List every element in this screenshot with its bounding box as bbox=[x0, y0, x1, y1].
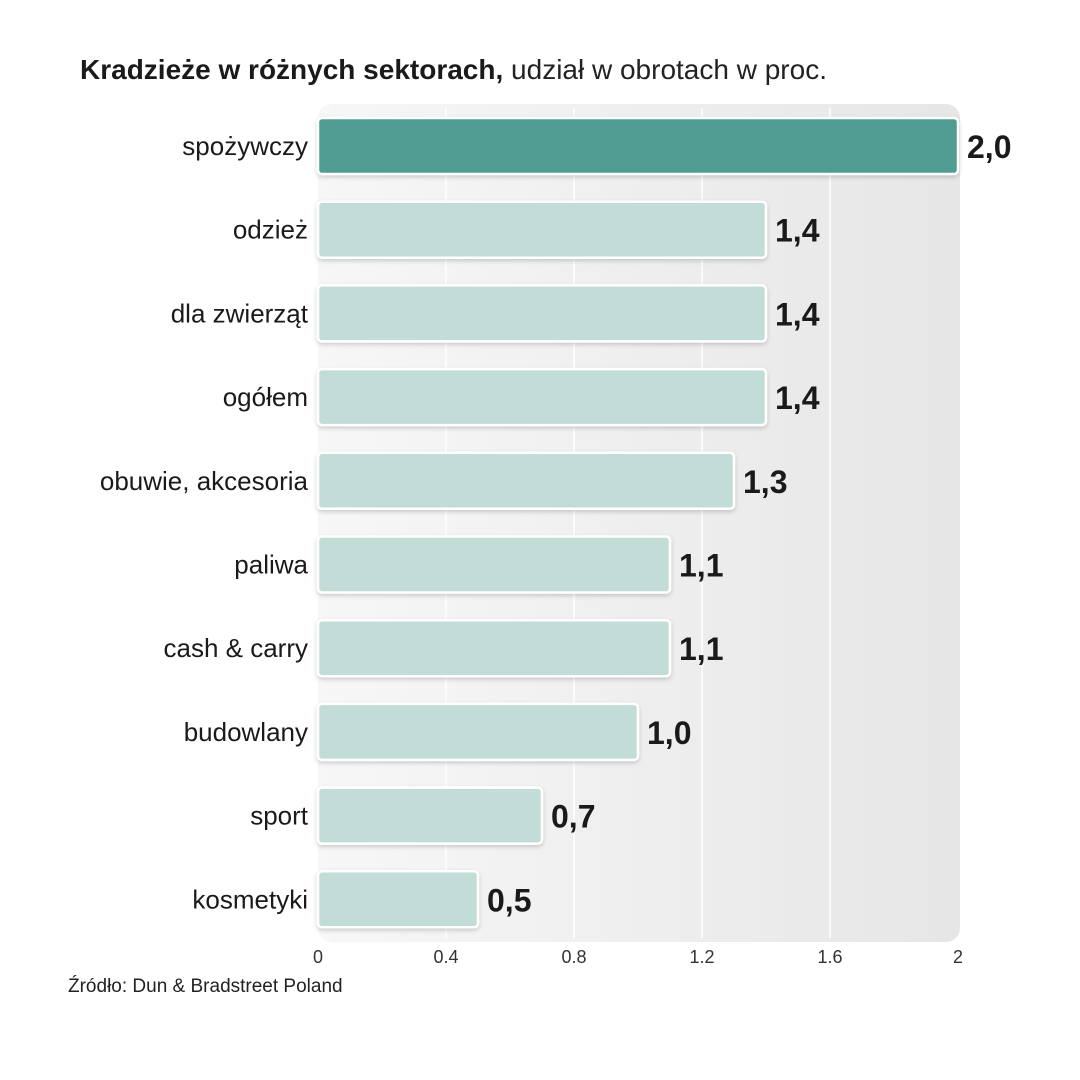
category-label: ogółem bbox=[223, 382, 308, 412]
category-label: dla zwierząt bbox=[171, 298, 309, 328]
value-label: 1,4 bbox=[775, 380, 820, 416]
value-label: 0,7 bbox=[551, 799, 595, 835]
chart-title: Kradzieże w różnych sektorach, udział w … bbox=[80, 52, 827, 88]
value-label: 1,3 bbox=[743, 464, 787, 500]
bar bbox=[316, 786, 544, 845]
value-label: 1,4 bbox=[775, 296, 820, 332]
value-label: 1,1 bbox=[679, 548, 723, 584]
value-label: 1,1 bbox=[679, 631, 723, 667]
category-label: paliwa bbox=[234, 550, 308, 580]
labels: spożywczy 2,0 odzież 1,4 dla zwierząt 1,4 ogół… bbox=[100, 129, 1012, 918]
bar bbox=[316, 451, 736, 511]
category-label: odzież bbox=[233, 215, 308, 245]
category-label: budowlany bbox=[184, 717, 308, 747]
bar bbox=[316, 618, 672, 678]
x-tick-label: 0.8 bbox=[561, 947, 586, 967]
value-label: 1,4 bbox=[775, 213, 820, 249]
bar bbox=[316, 702, 640, 762]
x-axis-ticks: 0 0.4 0.8 1.2 1.6 2 bbox=[313, 947, 963, 967]
value-label: 2,0 bbox=[967, 129, 1011, 165]
value-label: 1,0 bbox=[647, 715, 691, 751]
bars bbox=[316, 116, 960, 929]
chart-title-bold: Kradzieże w różnych sektorach, bbox=[80, 54, 504, 85]
x-tick-label: 0.4 bbox=[433, 947, 458, 967]
category-label: cash & carry bbox=[164, 633, 309, 663]
bar bbox=[316, 116, 960, 176]
bar bbox=[316, 284, 768, 343]
x-tick-label: 1.2 bbox=[689, 947, 714, 967]
category-label: spożywczy bbox=[182, 131, 308, 161]
bar bbox=[316, 200, 768, 259]
x-tick-label: 0 bbox=[313, 947, 323, 967]
source-note: Źródło: Dun & Bradstreet Poland bbox=[68, 976, 343, 997]
chart-title-rest: udział w obrotach w proc. bbox=[511, 54, 827, 85]
bar bbox=[316, 870, 480, 929]
x-tick-label: 2 bbox=[953, 947, 963, 967]
bar bbox=[316, 535, 672, 594]
category-label: kosmetyki bbox=[192, 884, 308, 914]
category-label: obuwie, akcesoria bbox=[100, 466, 309, 496]
x-tick-label: 1.6 bbox=[817, 947, 842, 967]
bar bbox=[316, 367, 768, 427]
category-label: sport bbox=[250, 801, 309, 831]
value-label: 0,5 bbox=[487, 882, 531, 918]
